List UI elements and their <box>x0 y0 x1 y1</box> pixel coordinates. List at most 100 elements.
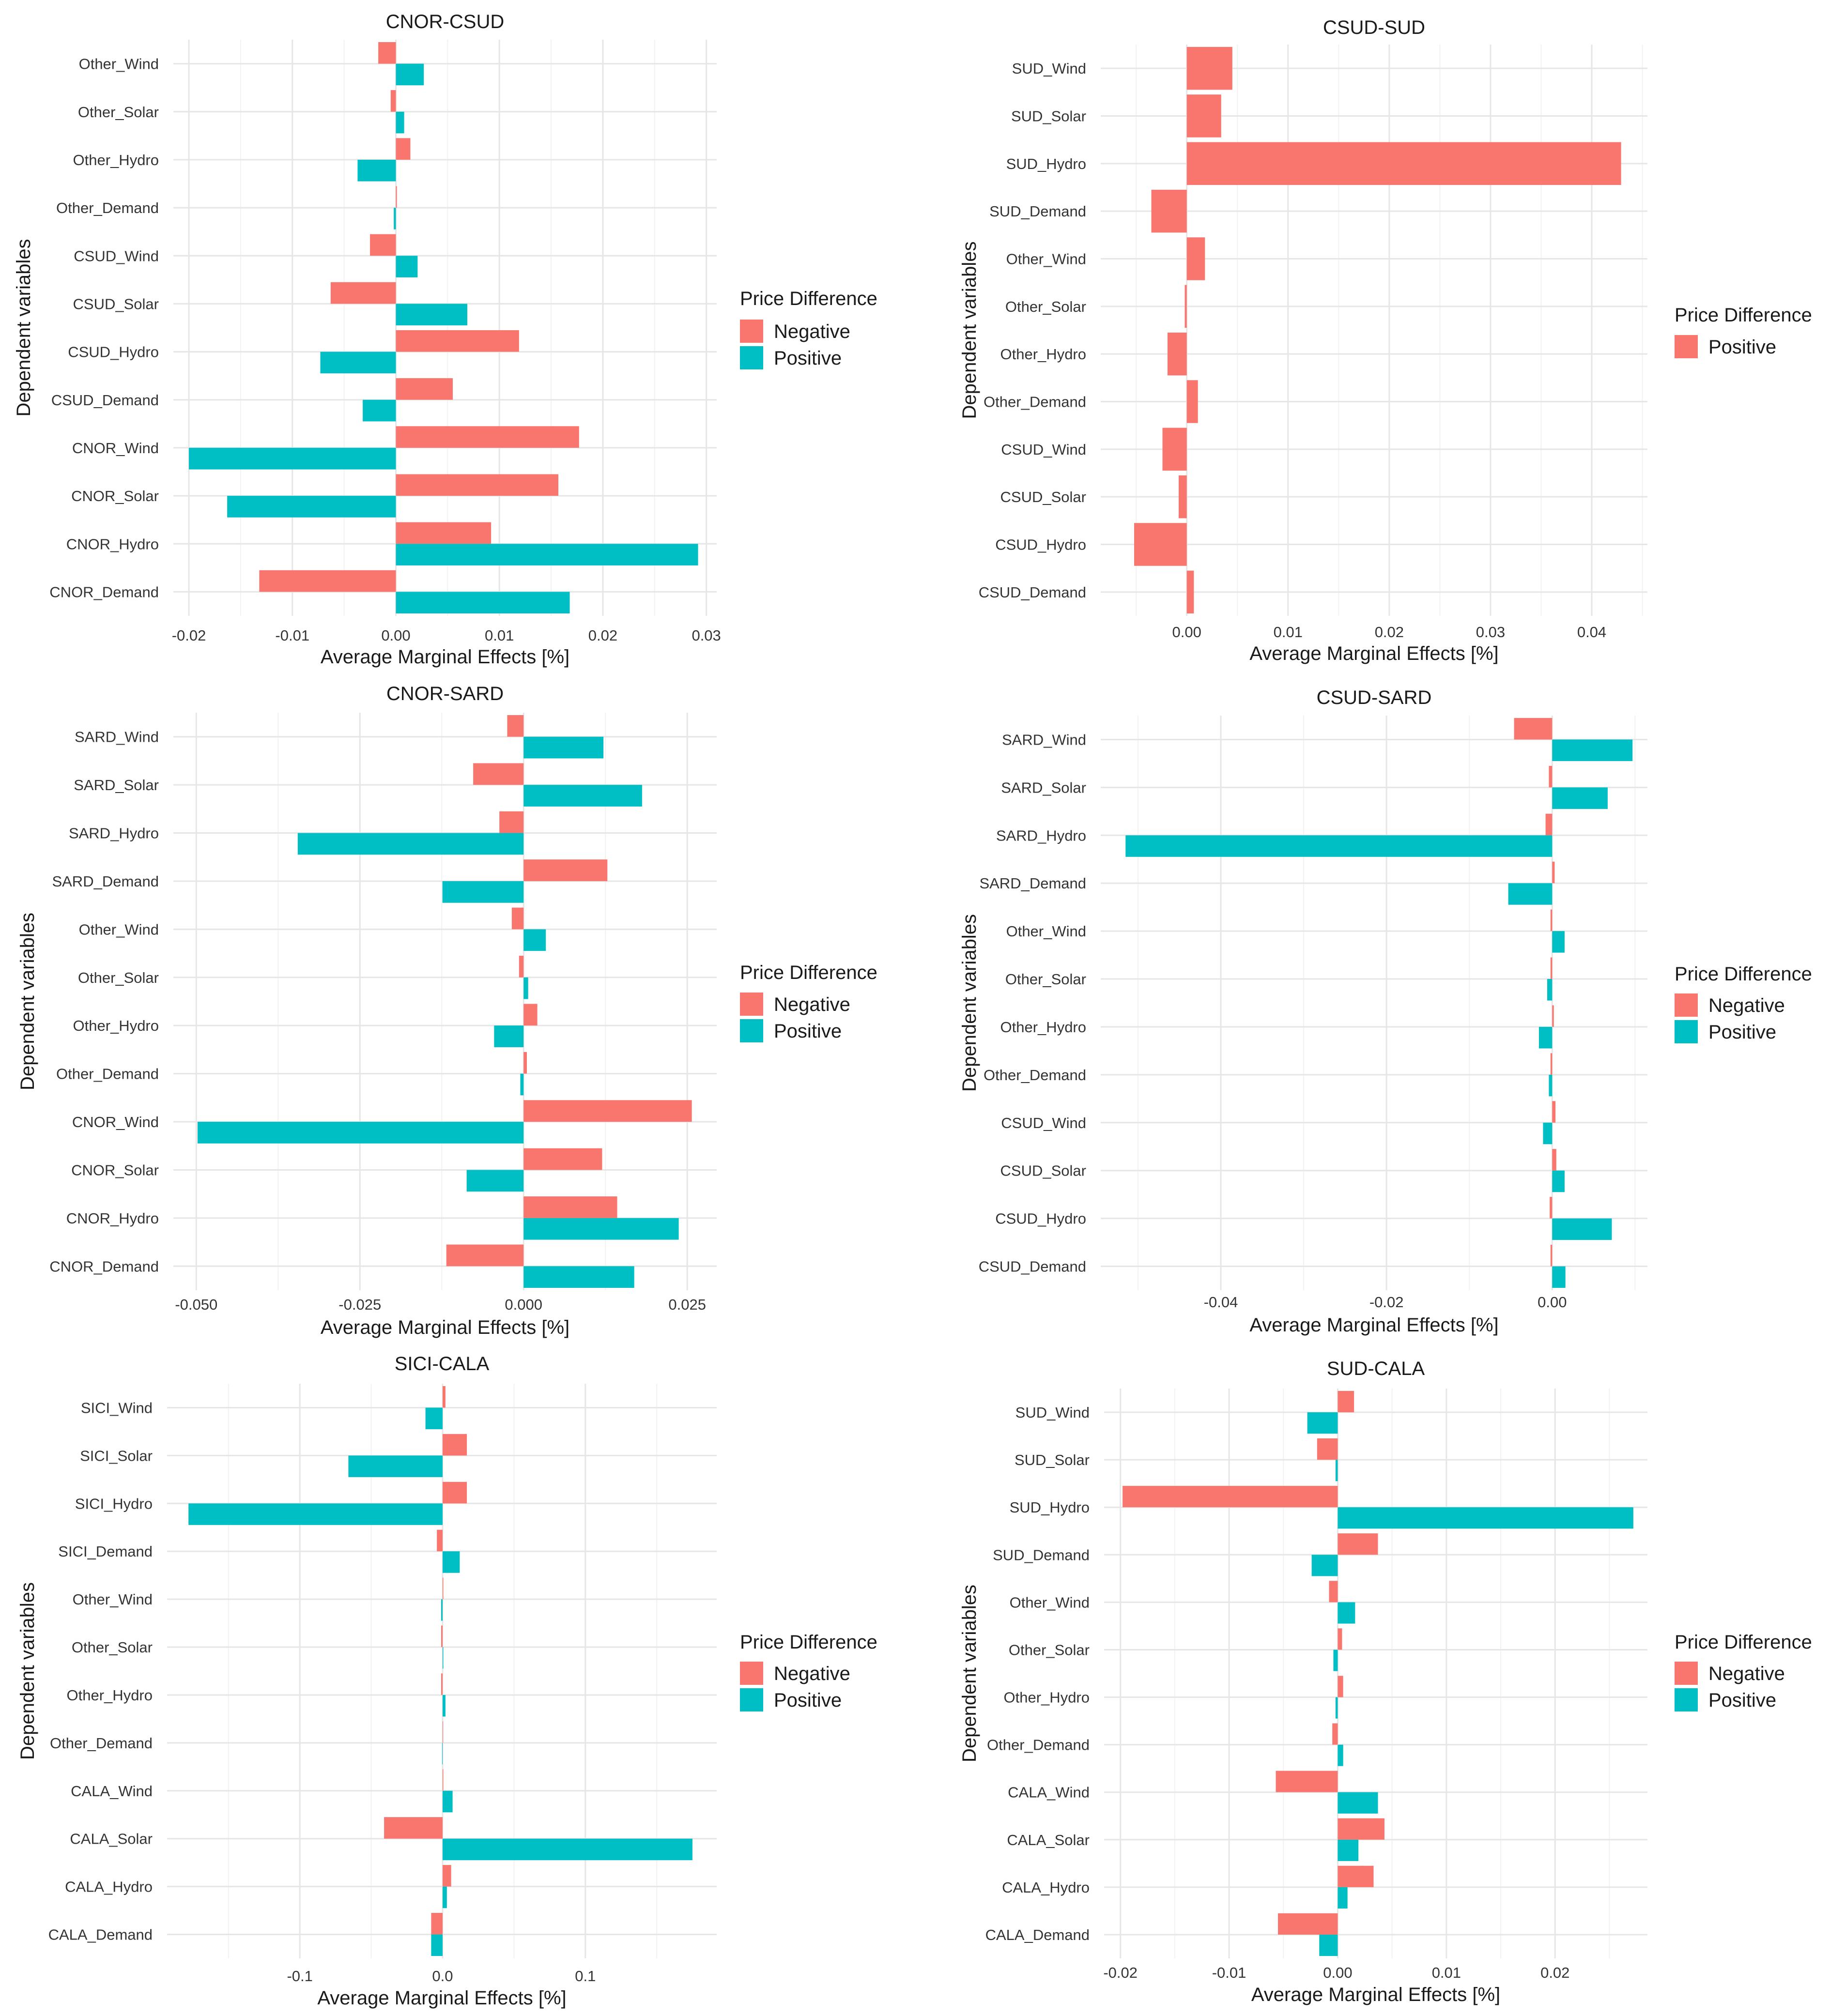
x-tick-label: -0.01 <box>275 627 309 644</box>
x-tick-label: 0.000 <box>505 1296 542 1313</box>
bar-sard-wind-negative <box>507 715 524 737</box>
y-axis-title: Dependent variables <box>959 1585 980 1762</box>
bar-sici-demand-positive <box>442 1551 460 1573</box>
bar-other-demand-positive <box>1186 380 1198 423</box>
panel-csud-sard: SARD_Wind SARD_Solar SARD_Hydro SARD_Demand… <box>959 687 1812 1336</box>
bar-cnor-hydro-negative <box>396 522 492 544</box>
y-tick-label: Other_Demand <box>56 199 159 216</box>
bar-other-hydro-positive <box>357 159 396 182</box>
y-tick-label: Other_Solar <box>72 1639 153 1656</box>
x-axis-title: Average Marginal Effects [%] <box>321 646 569 668</box>
bar-cala-solar-negative <box>384 1817 443 1839</box>
y-tick-label: CSUD_Wind <box>74 247 159 264</box>
bar-cnor-wind-negative <box>396 426 579 448</box>
bar-other-wind-negative <box>1329 1581 1338 1603</box>
y-tick-label: SUD_Solar <box>1011 108 1086 125</box>
legend: Price Difference Negative Positive <box>1675 963 1812 1043</box>
y-tick-label: CSUD_Hydro <box>995 1210 1086 1227</box>
bar-sard-solar-positive <box>1552 787 1608 809</box>
x-axis-title: Average Marginal Effects [%] <box>1249 643 1498 664</box>
bar-other-demand-positive <box>520 1073 524 1096</box>
bar-csud-wind-positive <box>1162 428 1187 471</box>
y-tick-label: CNOR_Hydro <box>66 535 159 552</box>
bar-other-solar-positive <box>1184 285 1187 328</box>
bar-cnor-hydro-positive <box>523 1218 679 1240</box>
x-tick-label: 0.04 <box>1577 624 1606 641</box>
y-tick-label: CSUD_Demand <box>51 392 159 409</box>
x-axis-title: Average Marginal Effects [%] <box>317 1987 566 2009</box>
y-tick-label: CNOR_Solar <box>71 488 159 504</box>
bar-sici-solar-positive <box>348 1455 443 1477</box>
bar-csud-demand-negative <box>1550 1245 1553 1267</box>
y-tick-label: Other_Wind <box>73 1591 153 1608</box>
legend-key-positive <box>740 1019 763 1042</box>
legend-label-negative: Negative <box>774 994 850 1015</box>
x-tick-label: 0.03 <box>1476 624 1505 641</box>
x-tick-label: 0.00 <box>381 627 410 644</box>
bar-sard-solar-negative <box>1549 765 1553 788</box>
y-axis-title: Dependent variables <box>17 913 38 1090</box>
bar-csud-wind-positive <box>396 256 418 277</box>
bar-sud-hydro-positive <box>1186 142 1621 185</box>
bar-csud-solar-positive <box>1552 1170 1565 1192</box>
bar-sud-solar-negative <box>1317 1438 1338 1460</box>
y-tick-label: Other_Demand <box>984 1067 1086 1084</box>
y-tick-label: SUD_Demand <box>993 1546 1090 1563</box>
legend-title: Price Difference <box>740 1632 877 1653</box>
y-tick-label: CALA_Solar <box>1007 1832 1090 1848</box>
bar-sici-hydro-positive <box>188 1503 443 1525</box>
legend: Price Difference Negative Positive <box>740 962 877 1042</box>
bar-sard-hydro-negative <box>1545 813 1553 836</box>
x-tick-label: 0.025 <box>668 1296 706 1313</box>
y-tick-label: CALA_Demand <box>48 1926 153 1943</box>
legend-label-positive: Positive <box>1708 336 1776 358</box>
legend: Price Difference Positive <box>1675 305 1812 358</box>
y-tick-label: CSUD_Wind <box>1001 1115 1086 1131</box>
y-tick-label: Other_Wind <box>1006 923 1086 940</box>
bar-sud-solar-positive <box>1186 94 1221 137</box>
y-tick-label: CALA_Wind <box>1008 1784 1090 1801</box>
y-axis-title: Dependent variables <box>13 239 34 417</box>
y-tick-label: Other_Hydro <box>67 1687 153 1704</box>
bar-cala-hydro-negative <box>442 1865 451 1887</box>
x-tick-label: 0.1 <box>575 1968 596 1985</box>
y-tick-label: SARD_Hydro <box>69 825 159 842</box>
panel-title: CSUD-SARD <box>1317 687 1432 708</box>
bar-cala-hydro-negative <box>1338 1865 1374 1887</box>
bar-cnor-demand-positive <box>396 592 570 614</box>
legend-key-positive <box>740 346 763 369</box>
x-tick-label: 0.03 <box>692 627 721 644</box>
bar-sud-wind-positive <box>1186 46 1232 90</box>
bar-sud-wind-negative <box>1338 1390 1354 1413</box>
legend-title: Price Difference <box>740 962 877 983</box>
bar-csud-hydro-positive <box>1134 523 1187 566</box>
bar-sard-solar-positive <box>523 785 642 807</box>
bar-other-solar-negative <box>441 1625 443 1648</box>
bar-cnor-demand-negative <box>446 1244 524 1267</box>
y-tick-label: SICI_Hydro <box>75 1495 153 1512</box>
y-axis-title: Dependent variables <box>959 242 980 419</box>
bar-other-wind-positive <box>1338 1602 1355 1624</box>
y-tick-label: SICI_Solar <box>80 1447 153 1464</box>
bar-csud-solar-negative <box>1552 1149 1556 1171</box>
bar-csud-hydro-positive <box>1552 1218 1612 1240</box>
legend-key-negative <box>740 1662 763 1685</box>
bar-cnor-solar-positive <box>227 496 396 518</box>
y-tick-label: Other_Hydro <box>1004 1689 1090 1706</box>
bar-other-solar-positive <box>523 977 528 999</box>
y-tick-label: CALA_Hydro <box>1002 1879 1090 1896</box>
y-tick-label: CALA_Solar <box>70 1831 153 1848</box>
y-tick-label: SUD_Demand <box>989 203 1086 220</box>
bar-cnor-demand-positive <box>523 1266 634 1288</box>
y-tick-label: CALA_Demand <box>985 1926 1090 1943</box>
y-tick-label: SARD_Wind <box>1002 731 1086 748</box>
legend-key-positive <box>1675 1020 1698 1043</box>
bar-csud-solar-positive <box>396 304 467 326</box>
y-tick-label: CNOR_Solar <box>71 1161 159 1178</box>
bar-cala-wind-positive <box>442 1790 453 1813</box>
y-tick-label: CSUD_Demand <box>979 1258 1086 1275</box>
bar-other-wind-negative <box>1550 909 1553 932</box>
x-tick-label: 0.02 <box>588 627 617 644</box>
bar-cala-demand-positive <box>1319 1934 1338 1956</box>
y-tick-label: CSUD_Solar <box>1000 1162 1086 1179</box>
